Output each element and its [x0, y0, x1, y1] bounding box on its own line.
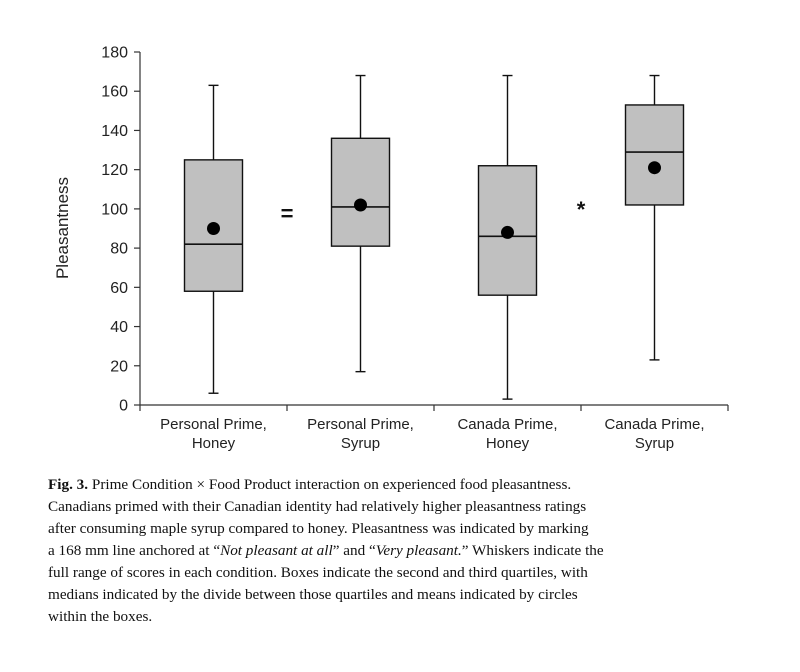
mean-marker — [501, 225, 514, 239]
y-tick-label: 160 — [101, 84, 128, 101]
y-tick-label: 140 — [101, 123, 128, 140]
figure-label: Fig. 3. — [48, 476, 89, 493]
boxes — [183, 74, 685, 400]
y-tick-label: 120 — [101, 162, 128, 179]
category-label-line: Canada Prime, — [457, 416, 557, 433]
caption-text: a 168 mm line anchored at “ — [48, 542, 221, 559]
category-label: Canada Prime, Syrup — [604, 416, 704, 452]
category-label-line: Honey — [486, 435, 530, 452]
mean-marker — [648, 161, 661, 175]
y-tick-label: 20 — [110, 358, 128, 375]
category-label-line: Syrup — [635, 435, 674, 452]
caption-text: Prime Condition × Food Product interacti… — [91, 476, 572, 493]
mean-marker — [354, 198, 367, 212]
y-axis-label: Pleasantness — [53, 177, 72, 279]
mean-marker — [207, 222, 220, 235]
y-tick-label: 40 — [110, 319, 128, 336]
figure-caption: Fig. 3. Prime Condition × Food Product i… — [48, 474, 753, 628]
axes — [134, 51, 729, 411]
caption-line: a 168 mm line anchored at “Not pleasant … — [48, 540, 753, 562]
y-tick-label: 0 — [119, 398, 128, 415]
category-label: Personal Prime, Honey — [160, 416, 267, 452]
y-tick-label: 80 — [110, 241, 128, 258]
caption-italic: Very pleasant. — [375, 542, 462, 559]
category-labels: Personal Prime, Honey Personal Prime, Syrup… — [160, 416, 704, 452]
box-iqr — [624, 104, 685, 206]
box-group — [183, 84, 244, 394]
caption-italic: Not pleasant at all — [220, 542, 333, 559]
caption-line: medians indicated by the divide between … — [48, 586, 578, 603]
caption-line: Fig. 3. Prime Condition × Food Product i… — [48, 474, 753, 496]
category-label-line: Personal Prime, — [307, 416, 414, 433]
significance-marker: = — [281, 201, 294, 226]
y-tick-label: 60 — [110, 280, 128, 297]
caption-text: ” Whiskers indicate the — [461, 542, 604, 559]
category-label-line: Honey — [192, 435, 236, 452]
caption-line: within the boxes. — [48, 608, 153, 625]
caption-line: Canadians primed with their Canadian ide… — [48, 498, 587, 515]
caption-text: ” and “ — [332, 542, 376, 559]
box-iqr — [330, 137, 391, 247]
box-group — [477, 74, 538, 400]
caption-line: after consuming maple syrup compared to … — [48, 520, 589, 537]
box-group — [330, 74, 391, 373]
y-tick-label: 180 — [101, 45, 128, 62]
y-tick-label: 100 — [101, 201, 128, 218]
significance-marker: * — [577, 197, 586, 222]
annotations: = * — [281, 197, 586, 226]
category-label-line: Syrup — [341, 435, 380, 452]
category-label: Personal Prime, Syrup — [307, 416, 414, 452]
category-label-line: Canada Prime, — [604, 416, 704, 433]
caption-line: full range of scores in each condition. … — [48, 564, 588, 581]
category-label: Canada Prime, Honey — [457, 416, 557, 452]
y-tick-labels: 0 20 40 60 80 100 120 140 160 180 — [101, 45, 128, 415]
category-label-line: Personal Prime, — [160, 416, 267, 433]
box-group — [624, 74, 685, 361]
